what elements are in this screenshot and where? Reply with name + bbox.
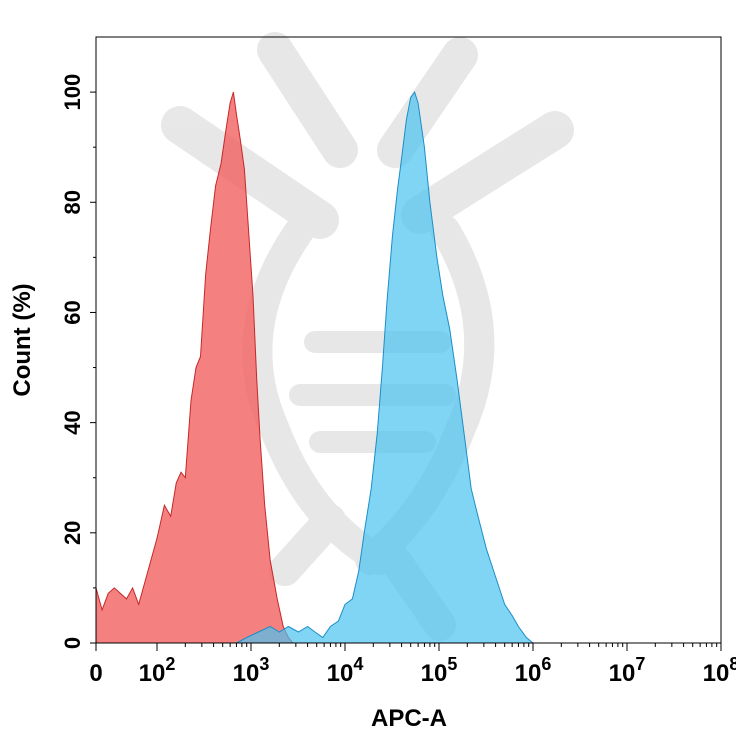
x-tick-label: 103 [233,654,270,687]
series-1-histogram [95,91,295,644]
series-2-histogram [236,90,535,644]
y-tick-label: 80 [60,190,85,214]
y-tick-label: 100 [60,74,85,111]
y-tick-label: 60 [60,300,85,324]
x-tick-label: 0 [89,660,102,687]
y-tick-label: 40 [60,410,85,434]
series-layer [95,90,535,644]
x-tick-label: 102 [139,654,176,687]
x-tick-label: 108 [703,654,736,687]
x-axis: 0 102 103 104 105 106 107 108 [89,643,736,687]
y-axis-title: Count (%) [9,283,36,396]
y-axis: 0 20 40 60 80 100 [60,74,96,649]
y-tick-label: 0 [60,637,85,649]
x-tick-label: 106 [515,654,552,687]
plot-frame [95,36,722,644]
y-tick-label: 20 [60,521,85,545]
x-tick-label: 107 [609,654,646,687]
x-tick-label: 104 [327,654,364,687]
x-axis-title: APC-A [371,705,447,732]
x-tick-label: 105 [421,654,458,687]
